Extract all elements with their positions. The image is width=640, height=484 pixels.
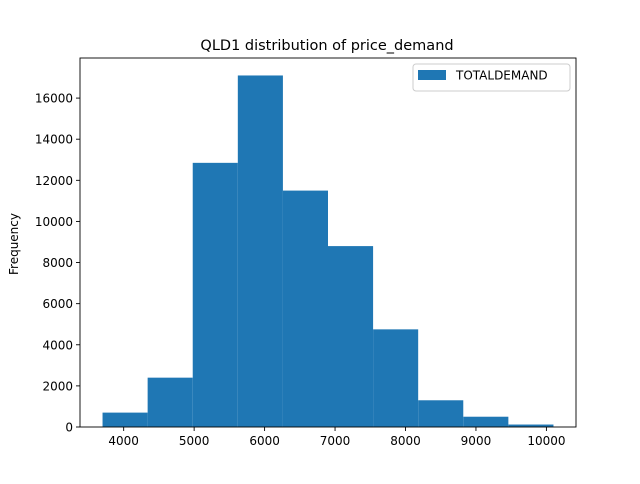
axes-group: 4000 5000 6000 7000 8000 9000 10000 0 2000 4000 60… xyxy=(35,57,577,448)
histogram-bar-8 xyxy=(463,416,509,427)
y-tick-label: 16000 xyxy=(35,92,73,106)
plot-frame xyxy=(79,57,577,428)
histogram-bar-5 xyxy=(328,246,374,427)
y-tick-label: 14000 xyxy=(35,133,73,147)
y-tick-label: 0 xyxy=(65,421,73,435)
histogram-bar-6 xyxy=(373,329,419,427)
x-tick-label: 9000 xyxy=(461,434,492,448)
histogram-bar-1 xyxy=(147,377,193,427)
x-tick-label: 8000 xyxy=(390,434,421,448)
legend: TOTALDEMAND xyxy=(412,63,571,92)
histogram-bar-2 xyxy=(192,162,238,427)
legend-label: TOTALDEMAND xyxy=(455,69,548,83)
histogram-bar-3 xyxy=(237,75,283,427)
histogram-bar-0 xyxy=(102,412,148,427)
y-tick-label: 2000 xyxy=(42,379,73,393)
legend-box xyxy=(412,63,571,92)
y-tick-label: 4000 xyxy=(42,338,73,352)
y-tick-label: 10000 xyxy=(35,215,73,229)
x-tick-label: 7000 xyxy=(320,434,351,448)
y-tick-label: 12000 xyxy=(35,174,73,188)
y-axis-label: Frequency xyxy=(7,213,21,275)
x-tick-label: 10000 xyxy=(527,434,565,448)
y-tick-label: 6000 xyxy=(42,297,73,311)
histogram-bar-7 xyxy=(418,400,464,427)
histogram-bar-4 xyxy=(282,190,328,427)
x-tick-label: 6000 xyxy=(249,434,280,448)
y-tick-label: 8000 xyxy=(42,256,73,270)
histogram-bar-9 xyxy=(508,424,554,427)
x-tick-label: 5000 xyxy=(179,434,210,448)
bars-group xyxy=(102,75,554,427)
x-tick-label: 4000 xyxy=(108,434,139,448)
chart-title: QLD1 distribution of price_demand xyxy=(200,38,453,54)
legend-swatch xyxy=(418,70,446,80)
